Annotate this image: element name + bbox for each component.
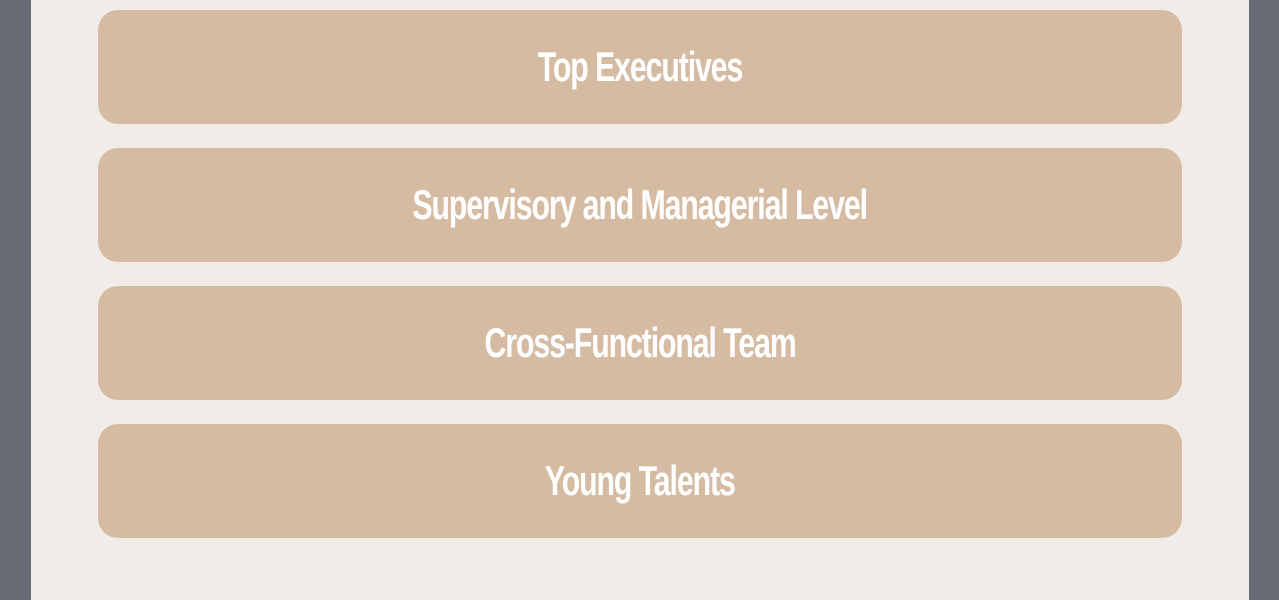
content-panel: Top Executives Supervisory and Manageria…: [31, 0, 1249, 600]
option-label: Cross-Functional Team: [484, 319, 796, 366]
option-button-cross-functional-team[interactable]: Cross-Functional Team: [98, 286, 1182, 400]
option-list: Top Executives Supervisory and Manageria…: [98, 10, 1182, 538]
option-label: Supervisory and Managerial Level: [412, 181, 869, 228]
option-label: Top Executives: [537, 43, 744, 90]
option-label: Young Talents: [545, 457, 736, 504]
option-button-young-talents[interactable]: Young Talents: [98, 424, 1182, 538]
option-button-supervisory-managerial[interactable]: Supervisory and Managerial Level: [98, 148, 1182, 262]
option-button-top-executives[interactable]: Top Executives: [98, 10, 1182, 124]
